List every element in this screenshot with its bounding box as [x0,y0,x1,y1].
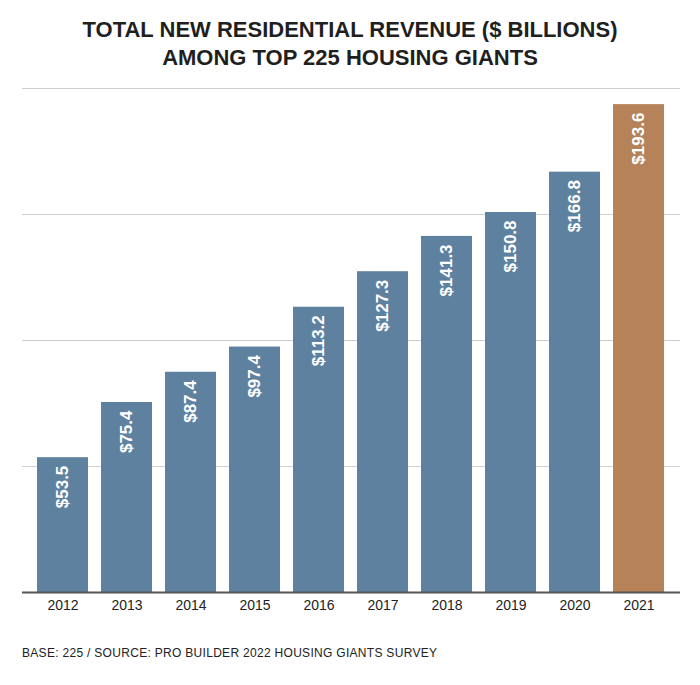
html-text:BASE: 225 / SOURCE: PRO BUILDE: BASE: 225 / SOURCE: PRO BUILDER 2022 HOU… [22,646,438,660]
svg-text:2015: 2015 [239,597,270,613]
svg-text:2018: 2018 [431,597,462,613]
svg-text:2017: 2017 [367,597,398,613]
svg-text:2012: 2012 [47,597,78,613]
svg-text:2019: 2019 [495,597,526,613]
svg-text:$53.5: $53.5 [53,466,72,509]
svg-text:$166.8: $166.8 [565,180,584,232]
svg-text:$87.4: $87.4 [181,380,200,423]
svg-text:$113.2: $113.2 [309,315,328,366]
svg-text:$193.6: $193.6 [629,113,648,165]
svg-text:$141.3: $141.3 [437,244,456,296]
svg-text:2016: 2016 [303,597,334,613]
svg-text:$97.4: $97.4 [245,355,264,398]
svg-text:2014: 2014 [175,597,206,613]
svg-text:$150.8: $150.8 [501,220,520,272]
svg-text:2013: 2013 [111,597,142,613]
svg-text:$127.3: $127.3 [373,280,392,332]
html-text:TOTAL NEW RESIDENTIAL REVENUE: TOTAL NEW RESIDENTIAL REVENUE ($ BILLION… [82,17,618,70]
svg-text:$75.4: $75.4 [117,410,136,453]
svg-text:2021: 2021 [623,597,654,613]
svg-text:2020: 2020 [559,597,590,613]
